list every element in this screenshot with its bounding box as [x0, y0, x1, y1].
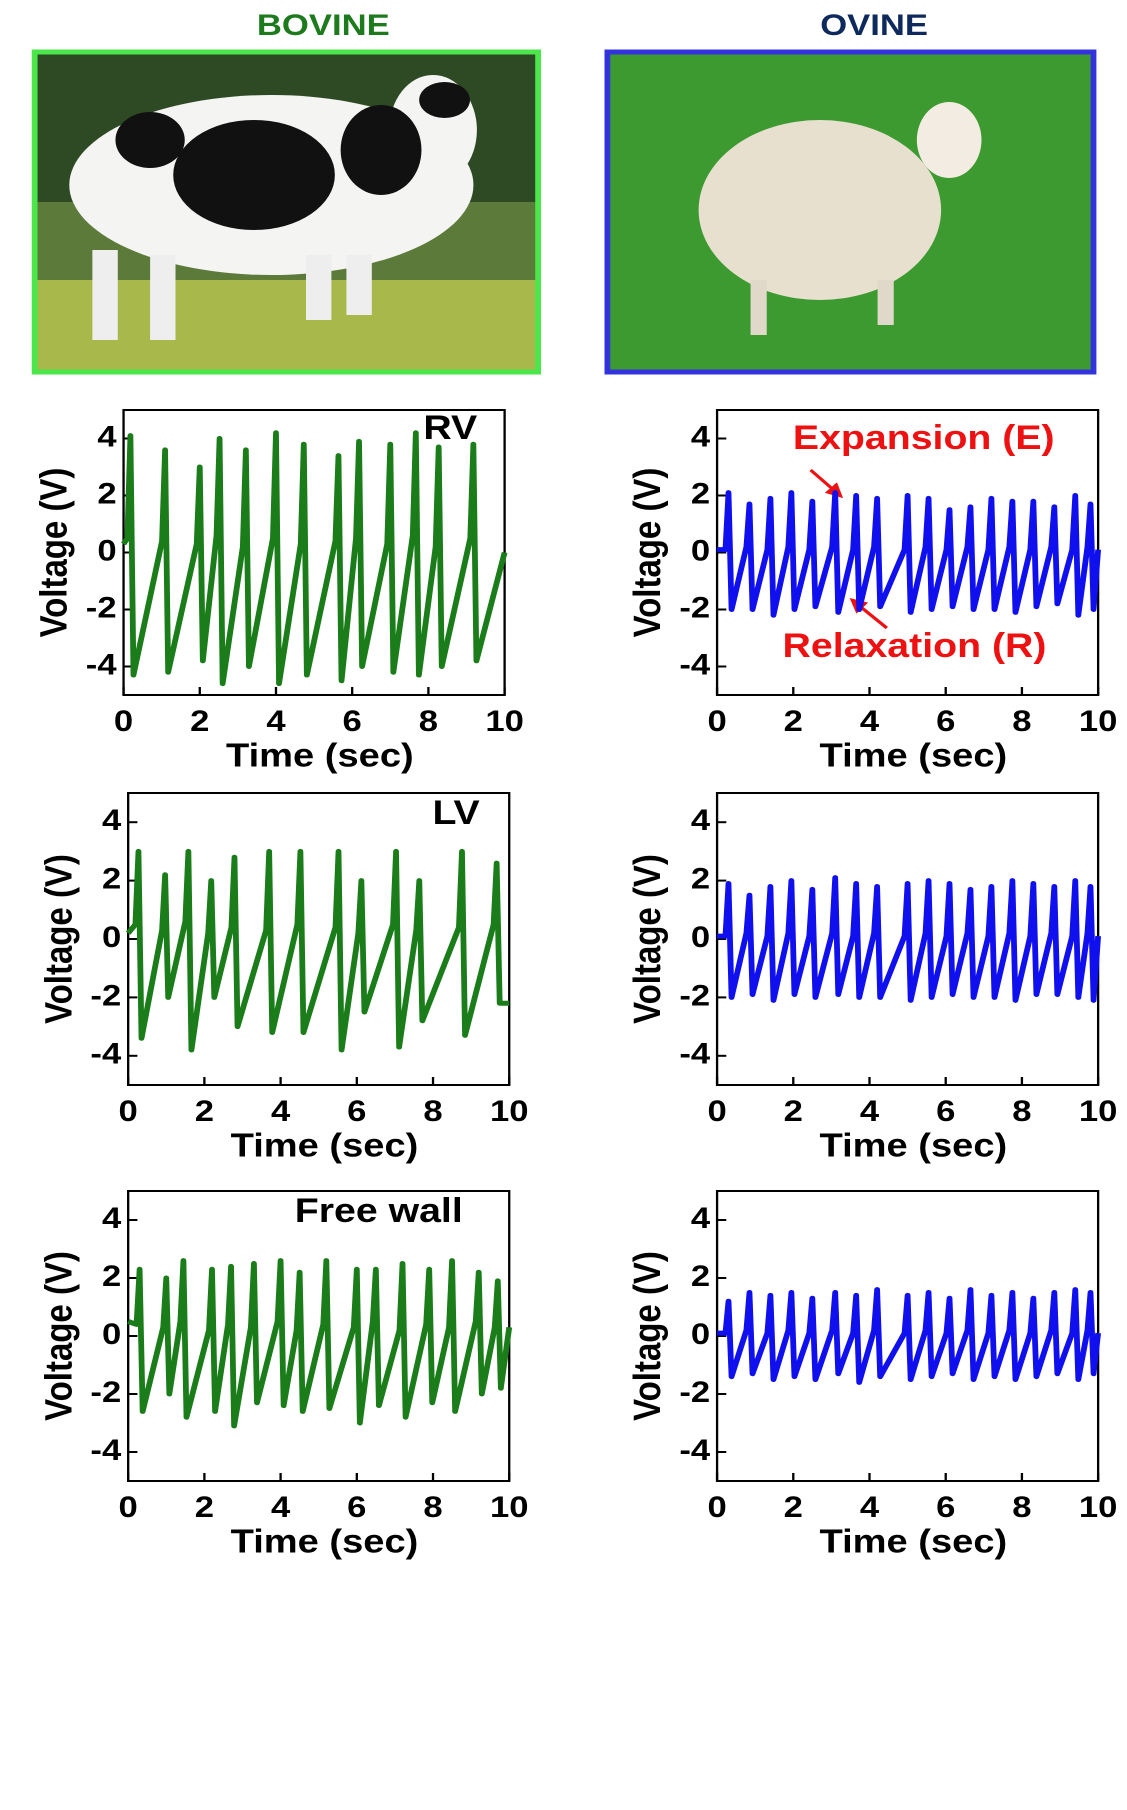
- y-tick-label: 2: [691, 862, 710, 895]
- y-tick-label: -2: [679, 591, 710, 624]
- cow-photo: [34, 52, 539, 372]
- y-tick-label: 0: [691, 1317, 710, 1350]
- x-axis-label: Time (sec): [226, 737, 414, 774]
- annotation: RV: [423, 408, 477, 446]
- column-title: BOVINE: [257, 8, 390, 41]
- x-tick-label: 6: [936, 1094, 955, 1127]
- y-tick-label: 2: [102, 1259, 121, 1292]
- x-tick-label: 10: [490, 1490, 529, 1523]
- y-axis-label: Voltage (V): [626, 854, 669, 1024]
- x-tick-label: 0: [707, 1490, 726, 1523]
- x-tick-label: 8: [1012, 1094, 1031, 1127]
- y-tick-label: 4: [691, 1201, 710, 1234]
- x-tick-label: 2: [784, 1490, 803, 1523]
- y-tick-label: -4: [679, 648, 710, 681]
- y-tick-label: 0: [102, 1317, 121, 1350]
- x-tick-label: 10: [485, 704, 524, 737]
- y-axis-label: Voltage (V): [37, 854, 80, 1024]
- x-tick-label: 2: [784, 1094, 803, 1127]
- y-tick-label: -4: [90, 1433, 121, 1466]
- x-axis-label: Time (sec): [820, 1523, 1008, 1560]
- photo-frame: [31, 49, 541, 375]
- x-tick-label: 0: [119, 1094, 138, 1127]
- x-tick-label: 4: [860, 1094, 879, 1127]
- x-tick-label: 4: [271, 1094, 290, 1127]
- y-axis-label: Voltage (V): [37, 1251, 80, 1421]
- x-tick-label: 8: [1012, 704, 1031, 737]
- annotation: Expansion (E): [793, 418, 1055, 456]
- x-tick-label: 6: [343, 704, 362, 737]
- annotation: Relaxation (R): [783, 626, 1047, 664]
- x-axis-label: Time (sec): [231, 1127, 419, 1164]
- y-tick-label: -2: [90, 1375, 121, 1408]
- x-tick-label: 6: [936, 704, 955, 737]
- x-tick-label: 4: [266, 704, 285, 737]
- y-tick-label: -2: [679, 978, 710, 1011]
- x-tick-label: 6: [936, 1490, 955, 1523]
- y-tick-label: 0: [97, 534, 116, 567]
- y-axis-label: Voltage (V): [626, 1251, 669, 1421]
- x-tick-label: 2: [190, 704, 209, 737]
- x-tick-label: 0: [707, 704, 726, 737]
- x-tick-label: 6: [347, 1490, 366, 1523]
- data-line: [717, 490, 1102, 618]
- x-tick-label: 8: [423, 1094, 442, 1127]
- x-tick-label: 8: [1012, 1490, 1031, 1523]
- x-tick-label: 4: [271, 1490, 290, 1523]
- x-axis-label: Time (sec): [231, 1523, 419, 1560]
- y-tick-label: -4: [86, 648, 117, 681]
- x-tick-label: 2: [195, 1490, 214, 1523]
- y-tick-label: 2: [97, 477, 116, 510]
- x-tick-label: 8: [423, 1490, 442, 1523]
- y-tick-label: -2: [679, 1375, 710, 1408]
- x-tick-label: 4: [860, 704, 879, 737]
- data-line: [125, 848, 510, 1053]
- x-tick-label: 0: [114, 704, 133, 737]
- y-tick-label: 4: [102, 1201, 121, 1234]
- y-axis-label: Voltage (V): [626, 468, 669, 638]
- column-title: OVINE: [820, 8, 928, 41]
- y-tick-label: -4: [679, 1037, 710, 1070]
- y-tick-label: 0: [102, 920, 121, 953]
- data-line: [717, 1287, 1102, 1385]
- y-tick-label: -2: [90, 978, 121, 1011]
- x-tick-label: 4: [860, 1490, 879, 1523]
- photo-frame: [604, 49, 1097, 375]
- sheep-photo: [607, 52, 1094, 372]
- x-tick-label: 2: [195, 1094, 214, 1127]
- x-tick-label: 0: [119, 1490, 138, 1523]
- y-tick-label: 4: [102, 803, 121, 836]
- y-tick-label: 4: [691, 803, 710, 836]
- y-tick-label: -4: [90, 1037, 121, 1070]
- y-tick-label: 2: [102, 862, 121, 895]
- x-tick-label: 10: [1079, 1490, 1118, 1523]
- y-axis-label: Voltage (V): [32, 468, 75, 638]
- data-line: [717, 875, 1102, 1003]
- x-tick-label: 8: [419, 704, 438, 737]
- y-tick-label: 4: [691, 420, 710, 453]
- data-line: [127, 1258, 513, 1429]
- x-axis-label: Time (sec): [820, 1127, 1008, 1164]
- x-tick-label: 10: [490, 1094, 529, 1127]
- y-tick-label: 0: [691, 920, 710, 953]
- annotation: LV: [432, 793, 480, 831]
- x-tick-label: 10: [1079, 1094, 1118, 1127]
- annotation: Free wall: [295, 1191, 463, 1229]
- y-tick-label: 2: [691, 1259, 710, 1292]
- x-tick-label: 2: [784, 704, 803, 737]
- y-tick-label: -4: [679, 1433, 710, 1466]
- y-tick-label: -2: [86, 591, 117, 624]
- x-tick-label: 6: [347, 1094, 366, 1127]
- data-line: [121, 430, 508, 687]
- y-tick-label: 2: [691, 477, 710, 510]
- y-tick-label: 0: [691, 534, 710, 567]
- x-tick-label: 0: [707, 1094, 726, 1127]
- y-tick-label: 4: [97, 420, 116, 453]
- x-axis-label: Time (sec): [820, 737, 1008, 774]
- x-tick-label: 10: [1079, 704, 1118, 737]
